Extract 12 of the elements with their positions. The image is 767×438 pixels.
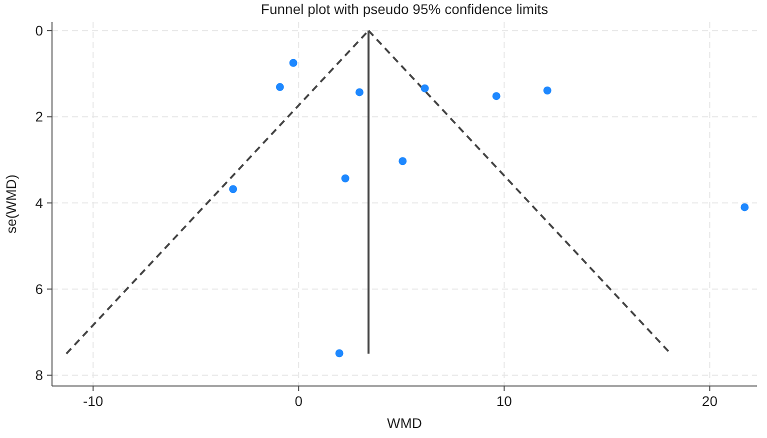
- y-tick-label: 2: [35, 108, 44, 125]
- y-tick-label: 6: [35, 280, 44, 297]
- x-tick-label: 20: [702, 393, 718, 409]
- x-tick-label: 10: [496, 393, 512, 409]
- y-tick-label: 4: [35, 194, 44, 211]
- chart-title: Funnel plot with pseudo 95% confidence limits: [260, 1, 548, 17]
- y-tick-label: 8: [35, 367, 44, 384]
- x-tick-label: -10: [82, 393, 104, 409]
- x-axis-title: WMD: [387, 415, 422, 431]
- y-axis-title: se(WMD): [3, 174, 19, 234]
- y-tick-label: 0: [35, 22, 44, 39]
- x-tick-label: 0: [294, 393, 303, 409]
